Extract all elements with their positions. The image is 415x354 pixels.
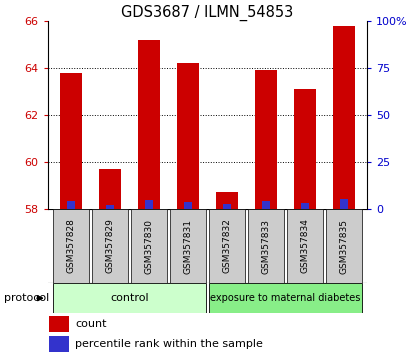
Bar	[61, 73, 82, 209]
Text: percentile rank within the sample: percentile rank within the sample	[76, 339, 264, 349]
Bar	[131, 209, 167, 283]
Text: count: count	[76, 319, 107, 329]
Bar	[248, 209, 284, 283]
Bar	[138, 40, 160, 209]
Bar	[170, 209, 206, 283]
Text: GSM357833: GSM357833	[261, 218, 271, 274]
Bar	[145, 200, 153, 209]
Bar	[54, 209, 89, 283]
Text: GSM357830: GSM357830	[144, 218, 154, 274]
Bar	[209, 209, 245, 283]
Bar	[93, 209, 128, 283]
Text: GSM357828: GSM357828	[66, 218, 76, 274]
Text: GSM357831: GSM357831	[183, 218, 193, 274]
Bar	[255, 70, 277, 209]
Text: GSM357834: GSM357834	[300, 218, 310, 274]
Bar	[333, 26, 354, 209]
Title: GDS3687 / ILMN_54853: GDS3687 / ILMN_54853	[121, 5, 294, 21]
Text: control: control	[110, 293, 149, 303]
Bar	[294, 89, 316, 209]
Bar	[177, 63, 199, 209]
Bar	[209, 283, 361, 313]
Bar	[67, 201, 75, 209]
Text: GSM357832: GSM357832	[222, 218, 232, 274]
Bar	[287, 209, 322, 283]
Text: protocol: protocol	[4, 293, 49, 303]
Bar	[223, 204, 231, 209]
Bar	[216, 193, 238, 209]
Bar	[340, 199, 348, 209]
Bar	[49, 337, 69, 352]
Bar	[262, 201, 270, 209]
Bar	[54, 283, 206, 313]
Bar	[326, 209, 361, 283]
Text: GSM357835: GSM357835	[339, 218, 349, 274]
Text: exposure to maternal diabetes: exposure to maternal diabetes	[210, 293, 361, 303]
Bar	[106, 205, 114, 209]
Bar	[99, 169, 121, 209]
Bar	[184, 202, 192, 209]
Bar	[301, 203, 309, 209]
Bar	[49, 316, 69, 332]
Text: GSM357829: GSM357829	[105, 218, 115, 274]
